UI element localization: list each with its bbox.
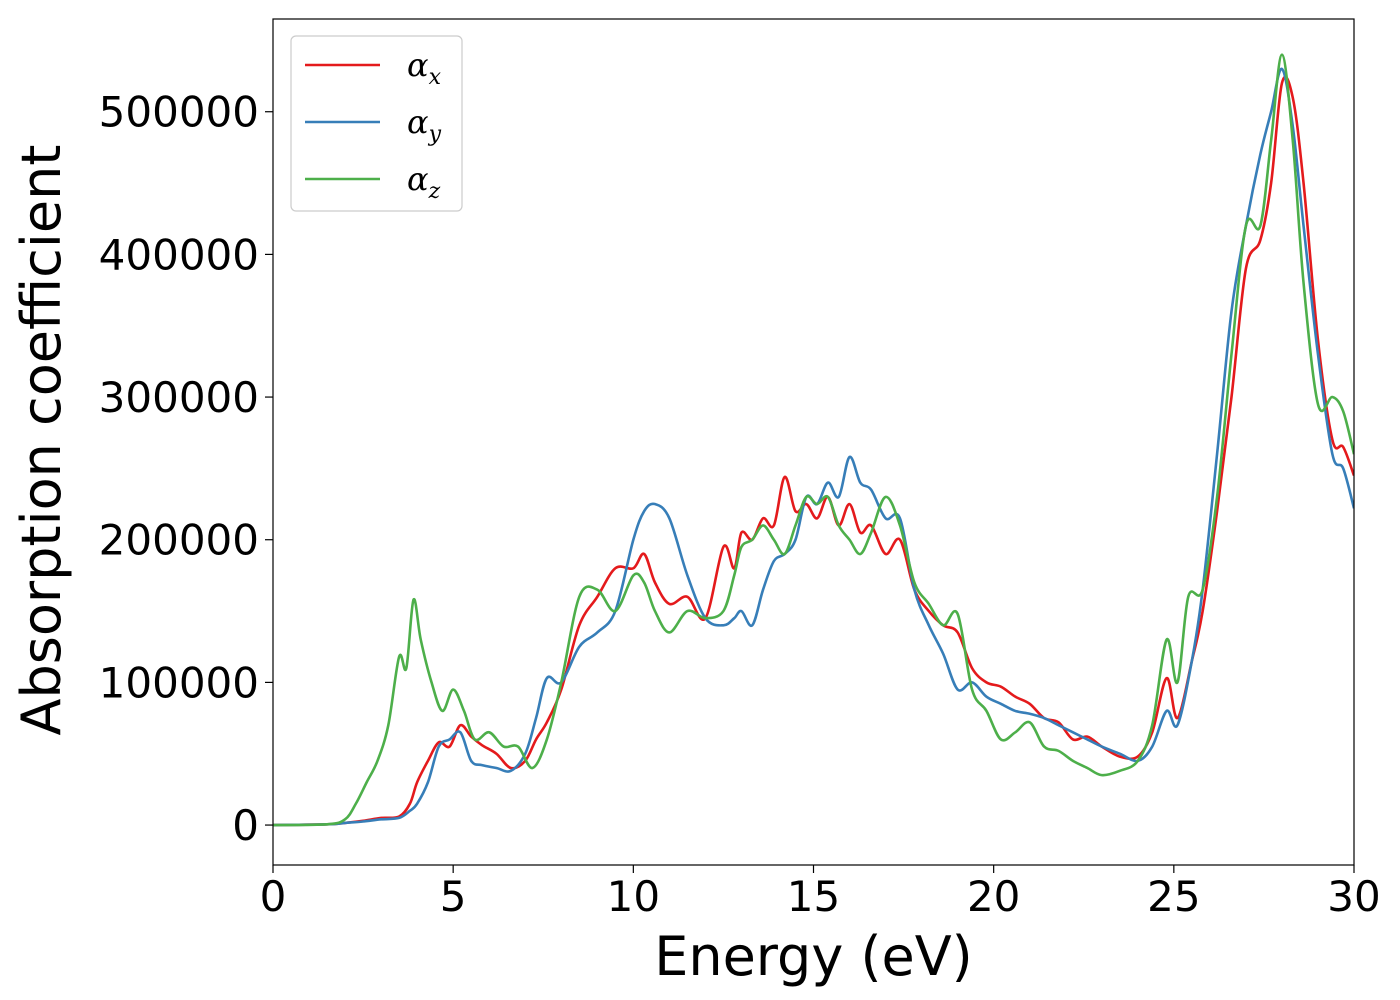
y-tick-label: 0 — [232, 801, 259, 850]
series-line-alpha-z — [273, 53, 1354, 827]
x-tick-label: 0 — [260, 872, 287, 921]
x-axis-label: Energy (eV) — [654, 925, 973, 988]
y-tick-label: 100000 — [99, 658, 259, 707]
legend-subscript: x — [429, 65, 442, 90]
x-tick-label: 15 — [787, 872, 840, 921]
x-tick-label: 10 — [607, 872, 660, 921]
series-lines — [273, 53, 1354, 827]
y-tick-label: 300000 — [99, 373, 259, 422]
y-tick-label: 500000 — [99, 88, 259, 137]
x-axis-ticks: 0 5 10 15 20 25 30 — [260, 865, 1381, 921]
x-tick-label: 20 — [967, 872, 1020, 921]
legend-subscript: z — [428, 179, 441, 204]
x-tick-label: 5 — [440, 872, 467, 921]
y-axis-ticks: 0 100000 200000 300000 400000 500000 — [99, 88, 273, 850]
series-line-alpha-y — [273, 67, 1354, 827]
legend-subscript: y — [428, 122, 442, 147]
legend-box — [290, 35, 463, 212]
x-tick-label: 25 — [1147, 872, 1200, 921]
y-tick-label: 200000 — [99, 516, 259, 565]
y-tick-label: 400000 — [99, 230, 259, 279]
x-tick-label: 30 — [1327, 872, 1380, 921]
y-axis-label: Absorption coefficient — [10, 145, 73, 736]
